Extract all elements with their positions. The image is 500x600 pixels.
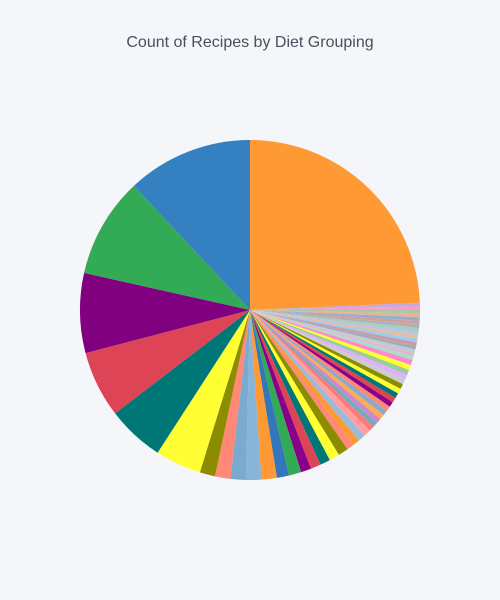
pie-slice-29[interactable] xyxy=(250,310,387,416)
pie-slice-28[interactable] xyxy=(250,310,390,411)
pie-slice-8[interactable] xyxy=(250,310,420,329)
pie-slice-44[interactable] xyxy=(250,310,290,478)
pie-slice-10[interactable] xyxy=(250,310,419,336)
pie-slice-11[interactable] xyxy=(250,310,419,339)
pie-slice-47[interactable] xyxy=(230,310,250,480)
pie-slice-48[interactable] xyxy=(214,310,250,479)
pie-slice-16[interactable] xyxy=(250,310,415,357)
pie-slice-24[interactable] xyxy=(250,310,401,394)
pie-slice-42[interactable] xyxy=(250,310,311,473)
pie-slice-22[interactable] xyxy=(250,310,406,385)
pie-slice-36[interactable] xyxy=(250,310,360,445)
pie-slice-34[interactable] xyxy=(250,310,370,436)
pie-slice-30[interactable] xyxy=(250,310,384,420)
pie-slice-20[interactable] xyxy=(250,310,410,375)
pie-slice-5[interactable] xyxy=(250,310,420,318)
pie-slice-21[interactable] xyxy=(250,310,408,380)
pie-slice-14[interactable] xyxy=(250,310,417,350)
pie-slice-4[interactable] xyxy=(250,310,420,314)
pie-slice-19[interactable] xyxy=(250,310,411,370)
pie-slice-35[interactable] xyxy=(250,310,365,441)
pie-slice-31[interactable] xyxy=(250,310,381,424)
pie-slice-39[interactable] xyxy=(250,310,339,461)
pie-slice-9[interactable] xyxy=(250,310,420,332)
pie-slice-33[interactable] xyxy=(250,310,374,431)
pie-slice-7[interactable] xyxy=(250,310,420,325)
pie-slice-45[interactable] xyxy=(250,310,277,480)
pie-slice-25[interactable] xyxy=(250,310,399,398)
pie-slice-3[interactable] xyxy=(250,306,420,310)
pie-slice-12[interactable] xyxy=(250,310,418,343)
pie-slice-37[interactable] xyxy=(250,310,354,450)
pie-slice-50[interactable] xyxy=(157,310,250,473)
pie-slice-1[interactable] xyxy=(250,140,420,310)
pie-slice-43[interactable] xyxy=(250,310,302,476)
pie-slice-6[interactable] xyxy=(250,310,420,321)
chart-title: Count of Recipes by Diet Grouping xyxy=(126,34,374,51)
pie-slice-27[interactable] xyxy=(250,310,393,407)
pie-slice-46[interactable] xyxy=(245,310,262,481)
pie-slice-49[interactable] xyxy=(199,310,250,477)
pie-slice-55[interactable] xyxy=(133,140,250,310)
pie-slice-17[interactable] xyxy=(250,310,414,361)
pie-slice-52[interactable] xyxy=(85,310,250,414)
pie-slice-13[interactable] xyxy=(250,310,417,347)
pie-slice-18[interactable] xyxy=(250,310,413,366)
pie-slice-15[interactable] xyxy=(250,310,416,354)
pie-slice-53[interactable] xyxy=(80,272,250,354)
pie-slice-41[interactable] xyxy=(250,310,321,469)
pie-slice-32[interactable] xyxy=(250,310,377,427)
pie-slice-40[interactable] xyxy=(250,310,330,465)
pie-slice-38[interactable] xyxy=(250,310,348,455)
pie-slice-23[interactable] xyxy=(250,310,403,389)
pie-slice-54[interactable] xyxy=(84,185,250,310)
pie-slice-51[interactable] xyxy=(115,310,250,453)
pie-slice-2[interactable] xyxy=(250,302,420,310)
pie-slice-26[interactable] xyxy=(250,310,396,403)
